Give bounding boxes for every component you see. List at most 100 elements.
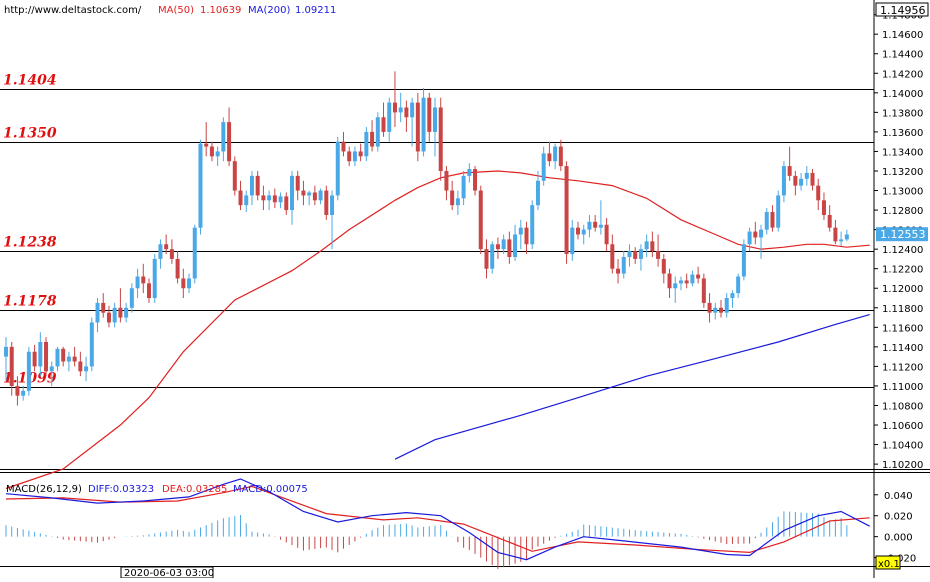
bear-candle: [404, 107, 409, 118]
zoom-label[interactable]: x0.1: [878, 559, 900, 570]
macd-diff-line: [5, 478, 870, 561]
price-tick-label: 1.10400: [882, 441, 923, 452]
price-tick-label: 1.10600: [882, 421, 923, 432]
bull-candle: [598, 224, 603, 228]
ma200-layer: [394, 314, 870, 460]
bear-candle: [576, 227, 580, 235]
bull-candle: [433, 107, 437, 132]
price-tick-label: 1.12400: [882, 245, 923, 256]
bull-candle: [781, 166, 786, 196]
bear-candle: [810, 172, 815, 186]
bull-candle: [89, 322, 94, 367]
price-tick-label: 1.11200: [882, 362, 923, 373]
price-tick-label: 1.14400: [882, 50, 923, 61]
bear-candle: [427, 97, 432, 132]
bull-candle: [215, 151, 220, 157]
bear-candle: [341, 141, 346, 152]
bear-candle: [770, 212, 775, 228]
bear-candle: [147, 283, 151, 299]
bull-candle: [84, 366, 89, 372]
price-axis-bg: [874, 0, 930, 578]
bear-candle: [392, 102, 397, 113]
bear-candle: [821, 200, 826, 215]
bull-candle: [26, 351, 31, 391]
bear-candle: [444, 170, 449, 191]
bull-candle: [4, 346, 8, 357]
bear-candle: [301, 190, 306, 196]
bear-candle: [61, 348, 66, 362]
bull-candle: [66, 356, 71, 362]
bear-candle: [473, 169, 478, 191]
bull-candle: [518, 227, 523, 235]
bear-candle: [347, 151, 352, 162]
last-price-box: [876, 227, 928, 242]
bull-candle: [152, 258, 157, 299]
bull-candle: [776, 195, 781, 228]
bear-candle: [787, 166, 792, 176]
bear-candle: [827, 214, 832, 228]
bear-candle: [633, 251, 638, 259]
bear-candle: [175, 258, 180, 279]
bear-candle: [610, 244, 615, 269]
bull-candle: [135, 276, 140, 289]
level-label: 1.1238: [3, 235, 57, 251]
macd-hist-value: MACD:0.00075: [233, 484, 308, 495]
bear-candle: [101, 302, 106, 313]
price-tick-label: 1.11400: [882, 343, 923, 354]
bull-candle: [627, 251, 632, 257]
price-tick-label: 1.11800: [882, 304, 923, 315]
bear-candle: [438, 107, 443, 171]
bear-candle: [9, 346, 14, 386]
bear-candle: [232, 161, 237, 191]
price-tick-label: 1.12800: [882, 206, 923, 217]
bull-candle: [221, 122, 226, 152]
bull-candle: [95, 302, 100, 323]
price-tick-label: 1.11600: [882, 323, 923, 334]
bull-candle: [364, 131, 369, 157]
bull-candle: [730, 293, 735, 299]
ma50-line: [5, 170, 870, 490]
bull-candle: [187, 278, 192, 289]
ma50-layer: [5, 170, 870, 490]
bear-candle: [169, 249, 174, 259]
price-tick-label: 1.14000: [882, 89, 923, 100]
bear-candle: [684, 280, 689, 284]
bull-candle: [587, 221, 592, 230]
bull-candle: [158, 244, 163, 259]
date-label: 2020-06-03 03:00: [124, 568, 214, 578]
ma200-value: 1.09211: [295, 5, 336, 16]
bull-candle: [410, 102, 415, 118]
macd-tick-label: 0.040: [884, 491, 913, 502]
zoom-box[interactable]: [875, 555, 901, 570]
price-tick-label: 1.14600: [882, 30, 923, 41]
bull-candle: [673, 283, 678, 289]
bear-candle: [495, 244, 500, 250]
bull-candle: [621, 256, 626, 274]
level-label: 1.1178: [3, 294, 57, 310]
ma200-label: MA(200): [248, 5, 290, 16]
bear-candle: [272, 195, 277, 203]
bull-candle: [690, 274, 695, 284]
bull-candle: [541, 153, 546, 181]
bull-candle: [249, 175, 254, 196]
bear-candle: [181, 278, 186, 289]
bull-candle: [844, 234, 849, 240]
bull-candle: [49, 366, 54, 372]
bull-candle: [198, 143, 203, 228]
price-tick-label: 1.10200: [882, 460, 923, 471]
bull-candle: [747, 231, 752, 245]
bull-candle: [455, 198, 460, 206]
bear-candle: [141, 276, 146, 284]
bull-candle: [644, 241, 649, 250]
bull-candle: [335, 141, 340, 196]
level-label: 1.1404: [3, 73, 57, 89]
bull-candle: [724, 298, 729, 313]
bear-candle: [593, 221, 598, 228]
bull-candle: [804, 172, 809, 179]
site-url: http://www.deltastock.com/: [4, 5, 142, 16]
bull-candle: [21, 390, 26, 396]
bull-candle: [244, 195, 249, 206]
bear-candle: [478, 190, 483, 250]
bear-candle: [650, 241, 655, 252]
